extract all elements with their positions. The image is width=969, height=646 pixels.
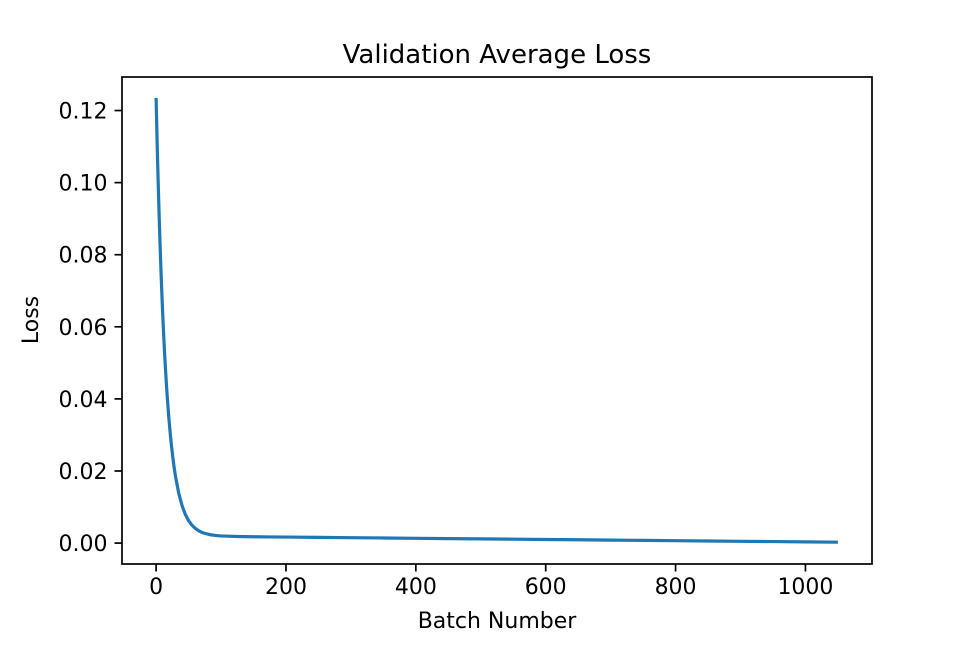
x-tick-label: 800 xyxy=(655,575,697,600)
y-tick-label: 0.04 xyxy=(59,388,108,413)
x-axis-label: Batch Number xyxy=(418,609,578,634)
y-tick-label: 0.06 xyxy=(59,316,108,341)
y-tick-label: 0.02 xyxy=(59,460,108,485)
x-tick-label: 200 xyxy=(265,575,307,600)
y-tick-label: 0.08 xyxy=(59,244,108,269)
chart-title: Validation Average Loss xyxy=(343,40,652,70)
y-tick-label: 0.12 xyxy=(59,100,108,125)
x-tick-label: 600 xyxy=(525,575,567,600)
y-tick-label: 0.10 xyxy=(59,172,108,197)
y-axis-label: Loss xyxy=(19,296,44,344)
plot-border xyxy=(121,76,873,565)
x-tick-label: 1000 xyxy=(777,575,833,600)
y-tick-label: 0.00 xyxy=(59,532,108,557)
x-tick-label: 0 xyxy=(149,575,163,600)
tick-layer: 0 200 400 600 800 1000 0.00 0.02 0.04 0.06 0.08 0.1… xyxy=(59,100,834,600)
loss-curve xyxy=(154,97,838,544)
x-tick-label: 400 xyxy=(395,575,437,600)
